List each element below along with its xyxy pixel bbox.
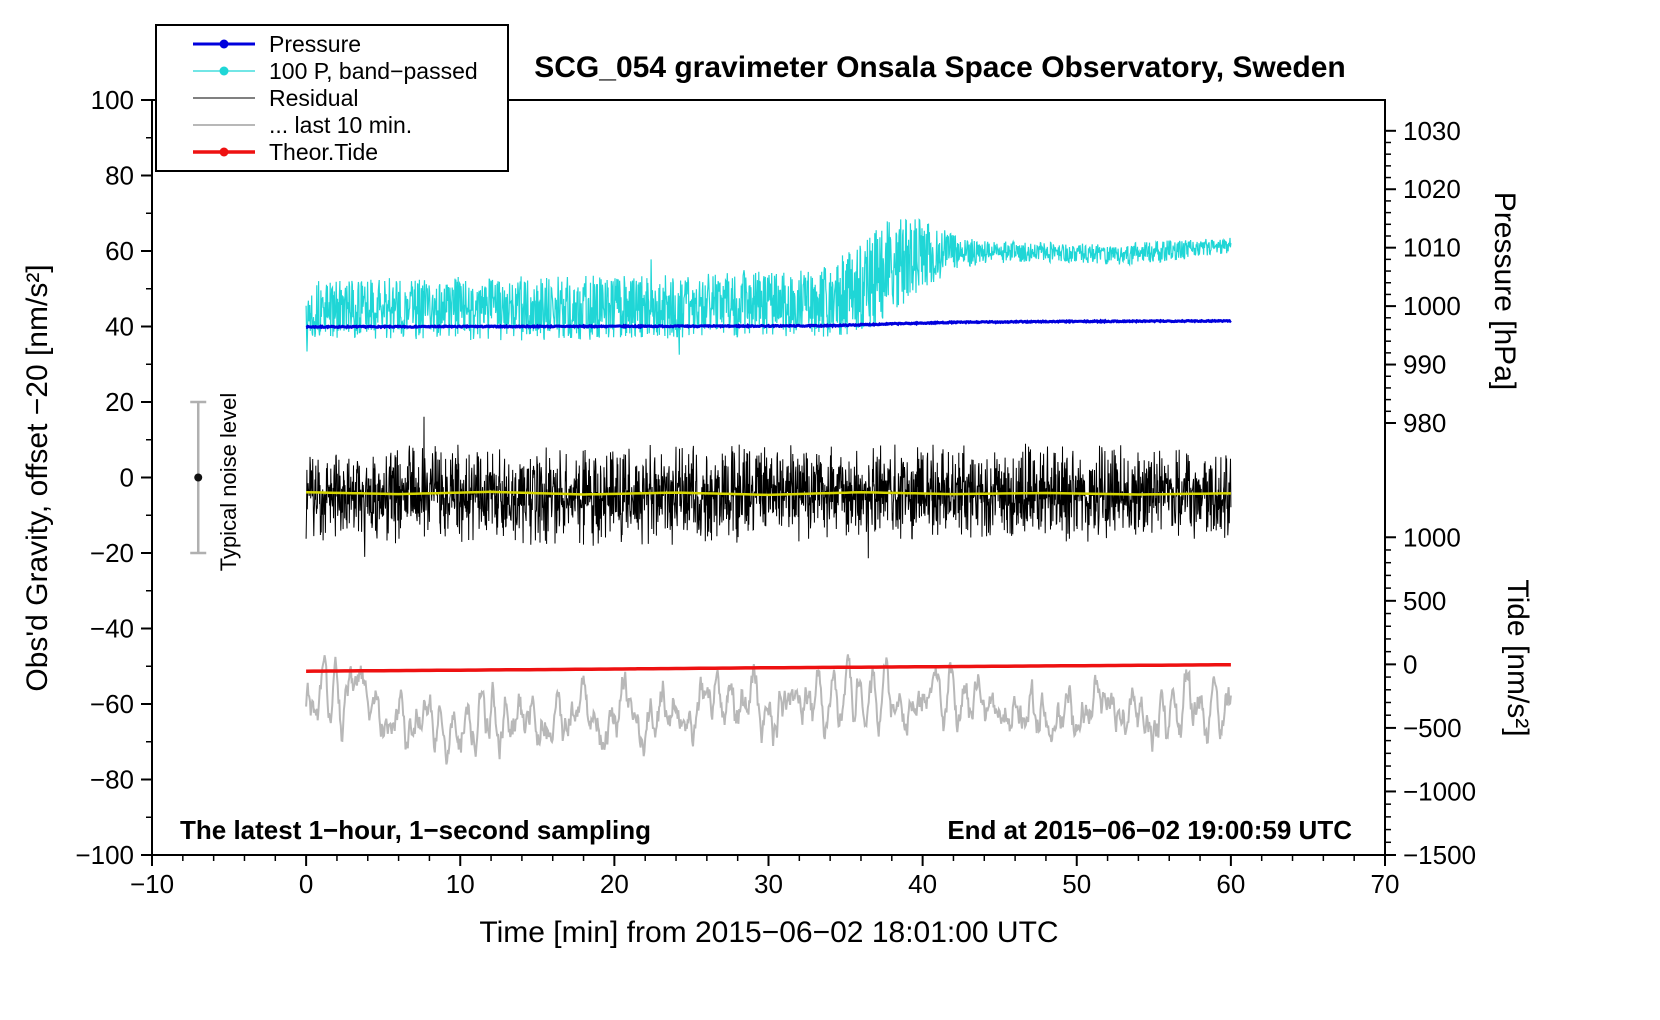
legend-marker-pressure (193, 39, 255, 49)
x-tick-label: 70 (1371, 869, 1400, 899)
y-tick-label: 20 (105, 387, 134, 417)
series-group (305, 218, 1232, 765)
annotation-end-time: End at 2015−06−02 19:00:59 UTC (947, 815, 1352, 845)
pressure-tick-label: 1000 (1403, 291, 1461, 321)
x-tick-label: 40 (908, 869, 937, 899)
legend-marker-residual (193, 97, 255, 99)
legend: Pressure 100 P, band−passed Residual... la… (155, 24, 509, 172)
y-tick-label: 60 (105, 236, 134, 266)
x-tick-label: 60 (1216, 869, 1245, 899)
legend-label-bandpassed-pressure: 100 P, band−passed (269, 57, 478, 84)
pressure-tick-label: 1010 (1403, 233, 1461, 263)
y-tick-label: −80 (90, 765, 134, 795)
x-tick-label: 0 (299, 869, 313, 899)
tick-labels: −10 0 10 20 30 40 50 60 70−100−80−60−40−20020406… (75, 85, 1476, 899)
legend-item-residual-last10: ... last 10 min. (157, 112, 507, 138)
y-tick-label: −100 (75, 840, 134, 870)
pressure-tick-label: 990 (1403, 350, 1446, 380)
legend-label-theor-tide: Theor.Tide (269, 138, 379, 165)
tide-tick-label: 0 (1403, 649, 1417, 679)
minor-ticks (146, 137, 1391, 861)
legend-marker-bandpassed-pressure (193, 66, 255, 76)
y-tick-label: −60 (90, 689, 134, 719)
pressure-tick-label: 980 (1403, 408, 1446, 438)
annotation-sampling: The latest 1−hour, 1−second sampling (180, 815, 652, 845)
y-axis-label-left: Obs'd Gravity, offset −20 [nm/s²] (21, 264, 54, 692)
noise-level-dot (194, 473, 203, 482)
noise-level-bar (190, 400, 207, 555)
x-tick-label: 50 (1062, 869, 1091, 899)
series-residual-last10 (305, 654, 1232, 765)
legend-label-residual: Residual (269, 84, 359, 111)
y-axis-label-pressure: Pressure [hPa] (1488, 191, 1521, 391)
y-tick-label: 100 (91, 85, 134, 115)
y-tick-label: −40 (90, 614, 134, 644)
x-tick-label: 30 (754, 869, 783, 899)
x-tick-label: 10 (446, 869, 475, 899)
x-axis-label: Time [min] from 2015−06−02 18:01:00 UTC (479, 916, 1059, 949)
y-tick-label: 0 (120, 463, 134, 493)
tide-tick-label: 1000 (1403, 522, 1461, 552)
tide-tick-label: −1000 (1403, 776, 1476, 806)
chart-title: SCG_054 gravimeter Onsala Space Observat… (534, 51, 1346, 84)
noise-level-label: Typical noise level (216, 392, 241, 572)
legend-item-bandpassed-pressure: 100 P, band−passed (157, 58, 507, 84)
legend-marker-theor-tide (193, 147, 255, 157)
legend-label-pressure: Pressure (269, 30, 362, 57)
x-tick-label: 20 (600, 869, 629, 899)
y-tick-label: 40 (105, 312, 134, 342)
legend-item-pressure: Pressure (157, 31, 507, 57)
series-pressure (305, 318, 1232, 330)
series-residual (305, 416, 1232, 559)
series-bandpassed-pressure (305, 218, 1232, 355)
pressure-tick-label: 1030 (1403, 116, 1461, 146)
series-residual-mean (306, 490, 1231, 497)
legend-item-residual: Residual (157, 85, 507, 111)
x-tick-label: −10 (130, 869, 174, 899)
y-tick-label: 80 (105, 161, 134, 191)
series-theor-tide (306, 662, 1231, 673)
tide-tick-label: −1500 (1403, 840, 1476, 870)
pressure-tick-label: 1020 (1403, 174, 1461, 204)
tide-tick-label: −500 (1403, 713, 1462, 743)
legend-label-residual-last10: ... last 10 min. (269, 111, 413, 138)
y-axis-label-tide: Tide [nm/s²] (1501, 579, 1534, 737)
y-tick-label: −20 (90, 538, 134, 568)
legend-item-theor-tide: Theor.Tide (157, 139, 507, 165)
major-ticks (141, 99, 1396, 866)
tide-tick-label: 500 (1403, 586, 1446, 616)
legend-marker-residual-last10 (193, 124, 255, 126)
